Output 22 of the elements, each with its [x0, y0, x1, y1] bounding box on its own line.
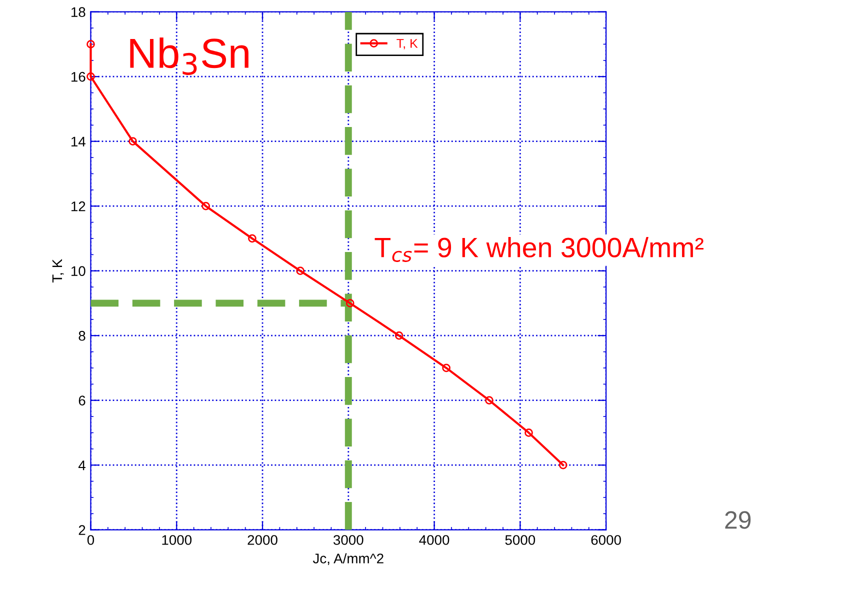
- y-tick-label: 10: [71, 266, 86, 276]
- y-axis-title: T, K: [52, 259, 64, 282]
- x-tick-label: 0: [87, 535, 94, 545]
- x-tick-label: 3000: [333, 535, 364, 545]
- y-tick-label: 4: [78, 460, 86, 470]
- y-tick-label: 16: [71, 72, 86, 82]
- y-tick-label: 18: [71, 7, 86, 18]
- y-tick-label: 12: [71, 201, 86, 212]
- x-axis-title: Jc, A/mm^2: [312, 553, 384, 566]
- y-tick-label: 2: [78, 525, 86, 535]
- y-tick-label: 6: [78, 396, 86, 406]
- y-tick-label: 14: [71, 136, 86, 146]
- x-tick-label: 6000: [591, 535, 621, 545]
- y-tick-label: 8: [78, 330, 86, 341]
- annotation: Nb$_{3}$Sn: [130, 38, 248, 75]
- x-tick-label: 1000: [162, 535, 192, 545]
- legend-label: T, K: [396, 39, 418, 50]
- x-tick-label: 2000: [248, 535, 278, 545]
- annotation: T$_{cs}$= 9 K when 3000A/mm²: [374, 237, 704, 262]
- x-tick-label: 5000: [505, 535, 536, 545]
- text: 29: [725, 511, 751, 529]
- x-tick-label: 4000: [419, 535, 450, 545]
